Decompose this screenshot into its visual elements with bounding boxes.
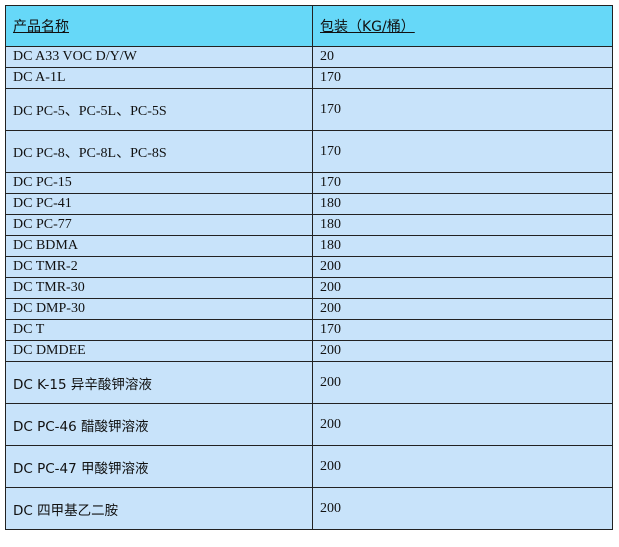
product-name-cell: DC DMP-30 <box>5 298 313 320</box>
packaging-cell: 170 <box>312 67 613 89</box>
table-row: DC PC-5、PC-5L、PC-5S 170 <box>5 88 613 131</box>
table-row: DC PC-15 170 <box>5 172 613 194</box>
table-row: DC 四甲基乙二胺 200 <box>5 487 613 530</box>
packaging-cell: 200 <box>312 256 613 278</box>
product-name-cell: DC TMR-30 <box>5 277 313 299</box>
packaging-cell: 180 <box>312 214 613 236</box>
product-name-cell: DC PC-46 醋酸钾溶液 <box>5 403 313 446</box>
header-product-name-text: 产品名称 <box>13 19 69 35</box>
packaging-cell: 170 <box>312 130 613 173</box>
packaging-cell: 180 <box>312 235 613 257</box>
product-name-cell: DC PC-8、PC-8L、PC-8S <box>5 130 313 173</box>
packaging-cell: 200 <box>312 298 613 320</box>
packaging-cell: 170 <box>312 88 613 131</box>
packaging-cell: 170 <box>312 319 613 341</box>
table-row: DC PC-77 180 <box>5 214 613 236</box>
table-row: DC DMDEE 200 <box>5 340 613 362</box>
product-name-cell: DC BDMA <box>5 235 313 257</box>
table-row: DC T 170 <box>5 319 613 341</box>
product-name-cell: DC K-15 异辛酸钾溶液 <box>5 361 313 404</box>
product-table: 产品名称 包装（KG/桶） DC A33 VOC D/Y/W 20 DC A-1L 1… <box>5 5 613 530</box>
product-name-cell: DC 四甲基乙二胺 <box>5 487 313 530</box>
table-row: DC PC-41 180 <box>5 193 613 215</box>
packaging-cell: 200 <box>312 403 613 446</box>
packaging-cell: 200 <box>312 445 613 488</box>
packaging-cell: 180 <box>312 193 613 215</box>
table-row: DC TMR-2 200 <box>5 256 613 278</box>
header-row: 产品名称 包装（KG/桶） <box>5 5 613 47</box>
packaging-cell: 170 <box>312 172 613 194</box>
table-row: DC TMR-30 200 <box>5 277 613 299</box>
product-name-cell: DC DMDEE <box>5 340 313 362</box>
product-name-cell: DC TMR-2 <box>5 256 313 278</box>
header-product-name: 产品名称 <box>5 5 313 47</box>
packaging-cell: 200 <box>312 277 613 299</box>
packaging-cell: 200 <box>312 361 613 404</box>
product-name-cell: DC PC-41 <box>5 193 313 215</box>
table-row: DC PC-8、PC-8L、PC-8S 170 <box>5 130 613 173</box>
table-row: DC K-15 异辛酸钾溶液 200 <box>5 361 613 404</box>
product-name-cell: DC PC-5、PC-5L、PC-5S <box>5 88 313 131</box>
product-name-cell: DC A33 VOC D/Y/W <box>5 46 313 68</box>
header-packaging-text: 包装（KG/桶） <box>320 19 415 35</box>
product-name-cell: DC PC-77 <box>5 214 313 236</box>
product-name-cell: DC PC-47 甲酸钾溶液 <box>5 445 313 488</box>
packaging-cell: 200 <box>312 487 613 530</box>
table-row: DC BDMA 180 <box>5 235 613 257</box>
table-row: DC A33 VOC D/Y/W 20 <box>5 46 613 68</box>
table-row: DC PC-46 醋酸钾溶液 200 <box>5 403 613 446</box>
header-packaging: 包装（KG/桶） <box>312 5 613 47</box>
table-row: DC DMP-30 200 <box>5 298 613 320</box>
product-name-cell: DC A-1L <box>5 67 313 89</box>
product-name-cell: DC PC-15 <box>5 172 313 194</box>
table-row: DC A-1L 170 <box>5 67 613 89</box>
packaging-cell: 200 <box>312 340 613 362</box>
table-row: DC PC-47 甲酸钾溶液 200 <box>5 445 613 488</box>
product-name-cell: DC T <box>5 319 313 341</box>
packaging-cell: 20 <box>312 46 613 68</box>
